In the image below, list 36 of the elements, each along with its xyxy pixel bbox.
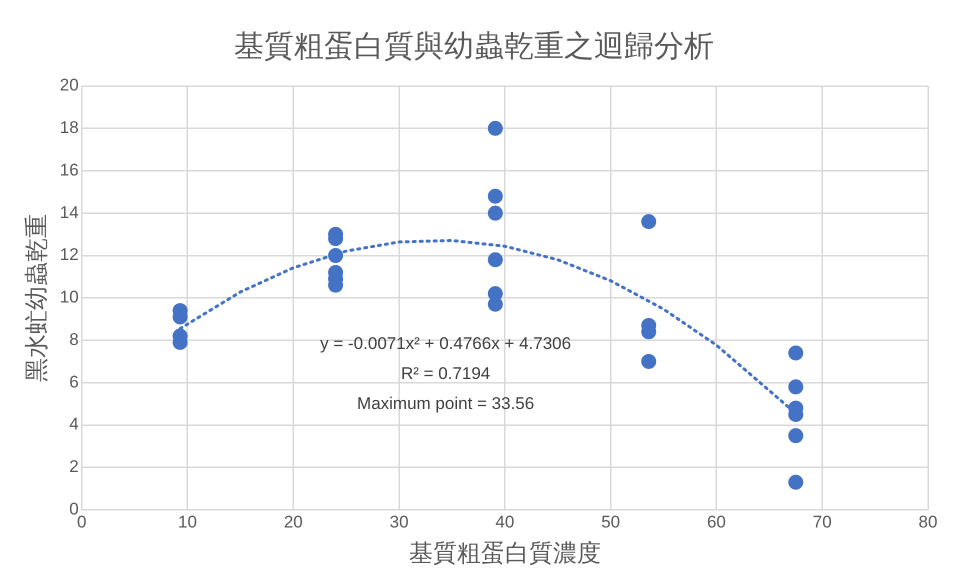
y-axis-title: 黑水虻幼蟲乾重 [22, 214, 51, 382]
y-tick-label: 18 [60, 118, 79, 138]
annotation: y = -0.0071x² + 0.4766x + 4.7306 [320, 334, 572, 354]
y-tick-label: 12 [60, 245, 79, 264]
y-tick-label: 2 [69, 457, 79, 476]
x-tick-label: 50 [601, 512, 620, 532]
x-tick-label: 20 [284, 512, 303, 532]
x-tick-label: 40 [495, 512, 514, 532]
point [788, 379, 804, 394]
y-tick-label: 8 [69, 330, 79, 349]
x-tick-label: 30 [390, 512, 409, 532]
x-axis-title: 基質粗蛋白質濃度 [408, 538, 601, 567]
y-tick-label: 16 [60, 160, 79, 180]
point [788, 428, 804, 444]
point [488, 120, 503, 136]
y-tick-label: 14 [60, 202, 79, 222]
point [788, 345, 804, 360]
x-tick-label: 10 [178, 512, 197, 532]
y-tick-label: 0 [69, 499, 79, 518]
point [788, 474, 804, 490]
annotation: R² = 0.7194 [400, 364, 490, 384]
point [641, 354, 656, 369]
y-tick-label: 4 [69, 414, 79, 434]
chart-title: 基質粗蛋白質與幼蟲乾重之迴歸分析 [234, 28, 714, 64]
point [641, 214, 656, 230]
point [488, 188, 503, 204]
y-tick-label: 20 [60, 76, 79, 95]
x-tick-label: 70 [812, 512, 832, 532]
point [328, 248, 344, 264]
y-tick-label: 6 [69, 372, 79, 392]
point [488, 206, 503, 221]
point [488, 252, 503, 268]
annotation: Maximum point = 33.56 [357, 394, 534, 414]
y-tick-label: 10 [60, 288, 79, 307]
x-tick-label: 60 [706, 512, 726, 532]
x-tick-label: 80 [918, 512, 938, 532]
